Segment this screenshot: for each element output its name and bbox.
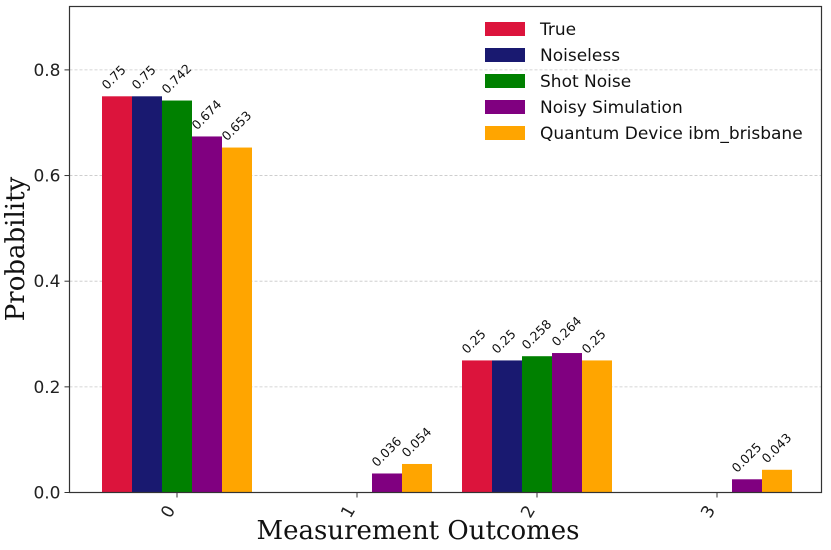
bar-true-2 (462, 360, 492, 493)
y-tick-label: 0.8 (33, 61, 60, 81)
y-tick-label: 0.6 (33, 167, 60, 187)
y-tick-label: 0.2 (33, 378, 60, 398)
legend-swatch (485, 126, 525, 140)
bar-quantum-device-ibm-brisbane-3 (762, 469, 792, 493)
bar-noiseless-0 (132, 96, 162, 493)
plot-frame (68, 5, 823, 494)
y-axis-ticks: 0.0 0.2 0.4 0.6 0.8 (33, 61, 70, 504)
bar-quantum-device-ibm-brisbane-1 (402, 463, 432, 493)
bar-quantum-device-ibm-brisbane-2 (582, 360, 612, 493)
legend-label: True (539, 20, 576, 40)
legend-swatch (485, 74, 525, 88)
legend-label: Quantum Device ibm_brisbane (540, 124, 803, 144)
bar-noisy-simulation-2 (552, 353, 582, 493)
bar-noisy-simulation-1 (372, 473, 402, 493)
y-axis-label: Probability (1, 176, 31, 321)
bars (102, 96, 792, 493)
bar-noisy-simulation-3 (732, 479, 762, 493)
legend-label: Noiseless (540, 46, 620, 66)
bar-noisy-simulation-0 (192, 136, 222, 493)
legend-swatch (485, 22, 525, 36)
bar-noiseless-2 (492, 360, 522, 493)
legend-label: Noisy Simulation (540, 98, 683, 118)
bar-shot-noise-2 (522, 356, 552, 493)
bar-true-0 (102, 96, 132, 493)
y-tick-label: 0.4 (33, 272, 60, 292)
bar-shot-noise-0 (162, 100, 192, 493)
x-axis-label: Measurement Outcomes (256, 516, 579, 546)
bar-quantum-device-ibm-brisbane-0 (222, 147, 252, 493)
y-tick-label: 0.0 (33, 484, 60, 504)
legend-label: Shot Noise (540, 72, 631, 92)
legend-swatch (485, 100, 525, 114)
legend-swatch (485, 48, 525, 62)
legend: True Noiseless Shot Noise Noisy Simulation Q… (485, 20, 803, 144)
